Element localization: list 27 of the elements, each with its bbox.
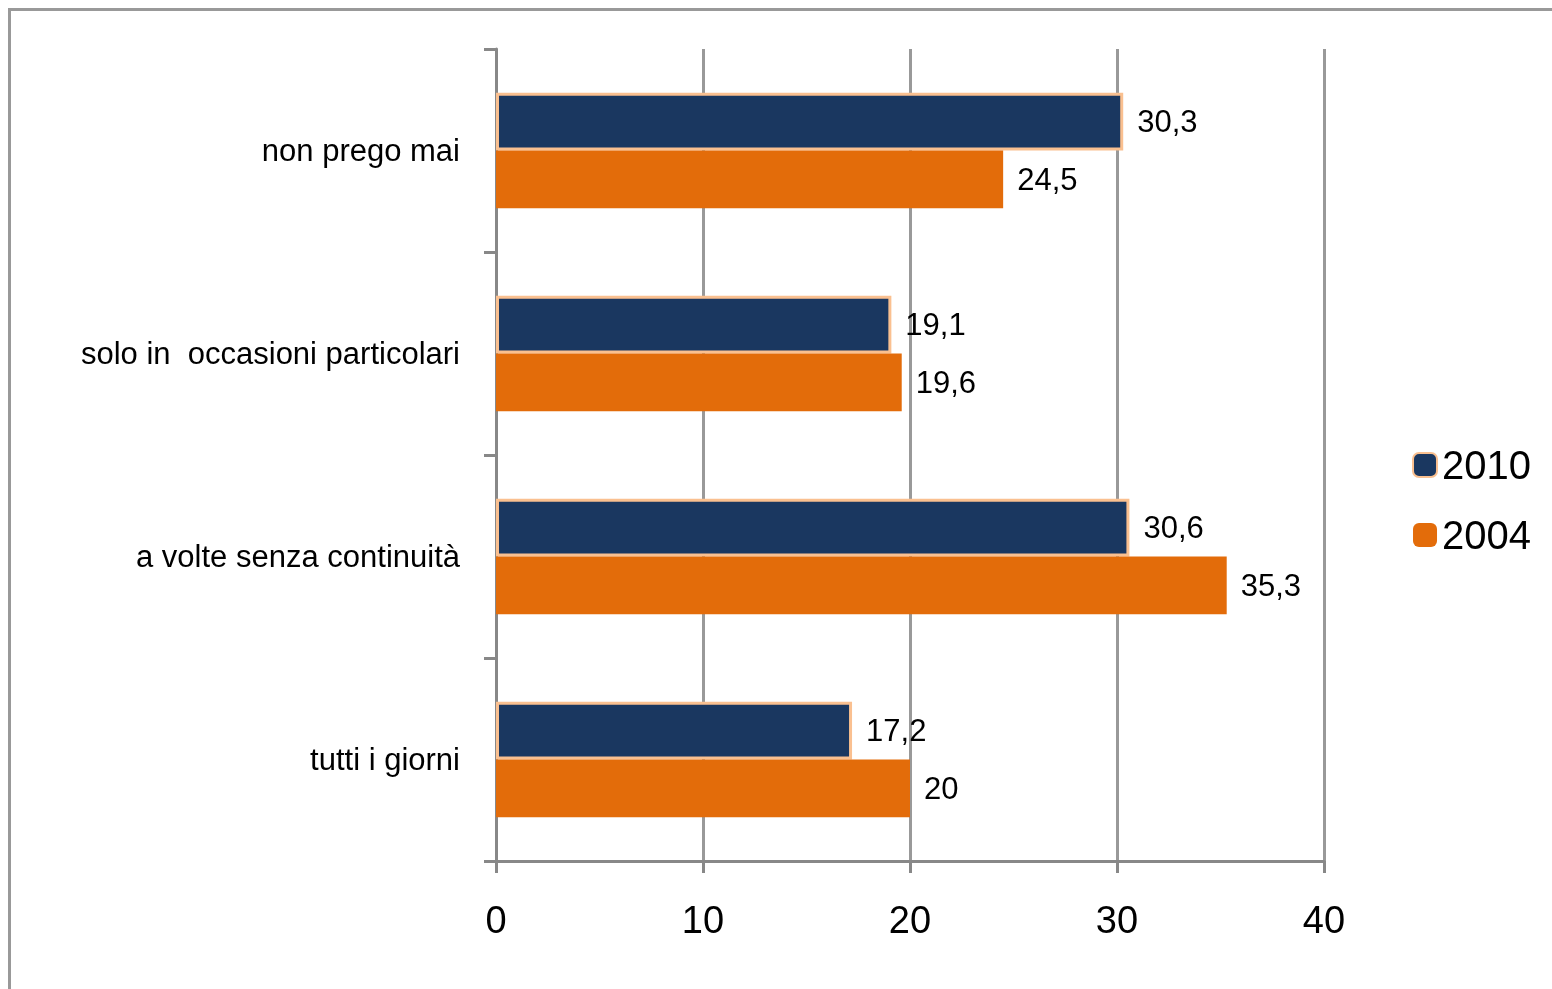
data-label: 19,1 (905, 307, 966, 343)
bar (496, 150, 1004, 209)
bar (496, 295, 892, 354)
data-label: 30,3 (1137, 104, 1198, 140)
x-tick-label: 20 (888, 899, 932, 941)
y-tick-label: tutti i giorni (310, 742, 460, 777)
y-tick-label: a volte senza continuità (136, 539, 461, 574)
bar (496, 701, 853, 760)
data-label: 24,5 (1017, 161, 1078, 197)
data-label: 35,3 (1240, 567, 1302, 603)
data-label: 30,6 (1143, 510, 1204, 546)
data-label: 17,2 (866, 713, 927, 749)
legend-label: 2010 (1442, 443, 1531, 487)
bar (496, 353, 902, 412)
x-tick-label: 10 (681, 899, 725, 941)
bar (496, 759, 910, 818)
x-tick-label: 30 (1095, 899, 1139, 941)
x-tick-label: 40 (1302, 899, 1346, 941)
data-label: 19,6 (915, 364, 977, 400)
y-tick-label: solo in occasioni particolari (80, 336, 460, 371)
bar (496, 92, 1124, 151)
x-tick-label: 0 (485, 899, 507, 941)
bar (496, 498, 1130, 557)
legend-label: 2004 (1442, 513, 1531, 557)
bar (496, 556, 1227, 615)
data-label: 20 (924, 770, 959, 806)
y-tick-label: non prego mai (261, 133, 460, 168)
